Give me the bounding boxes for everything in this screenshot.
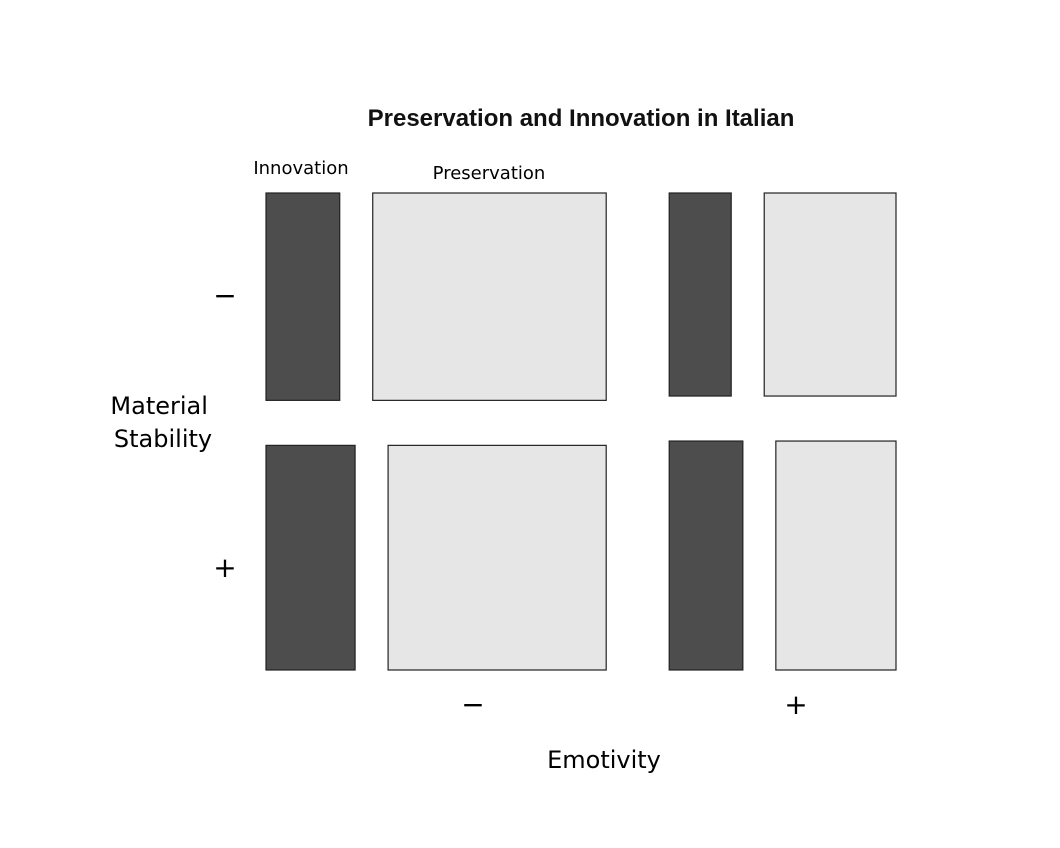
y-axis-title: Material Stability (110, 392, 215, 453)
x-level-minus: − (461, 688, 484, 721)
y-level-plus: + (213, 551, 236, 584)
tile-innovation-emotivity-minus-stability-minus (265, 192, 341, 401)
legend-label-innovation: Innovation (253, 158, 348, 179)
y-axis-title-line-2: Stability (114, 425, 212, 453)
tile-preservation-emotivity-plus-stability-minus (763, 192, 897, 397)
y-axis-title-line-1: Material (110, 392, 208, 420)
tile-preservation-emotivity-minus-stability-plus (387, 444, 607, 671)
tile-preservation-emotivity-plus-stability-plus (775, 440, 897, 671)
x-axis-title: Emotivity (547, 746, 661, 774)
tile-innovation-emotivity-plus-stability-minus (668, 192, 732, 397)
tile-innovation-emotivity-minus-stability-plus (265, 444, 356, 671)
tile-preservation-emotivity-minus-stability-minus (372, 192, 607, 401)
y-level-minus: − (213, 279, 236, 312)
x-level-plus: + (784, 688, 807, 721)
tile-innovation-emotivity-plus-stability-plus (668, 440, 744, 671)
chart-title: Preservation and Innovation in Italian (368, 105, 795, 132)
legend-label-preservation: Preservation (433, 163, 546, 184)
mosaic-tiles (265, 192, 897, 671)
